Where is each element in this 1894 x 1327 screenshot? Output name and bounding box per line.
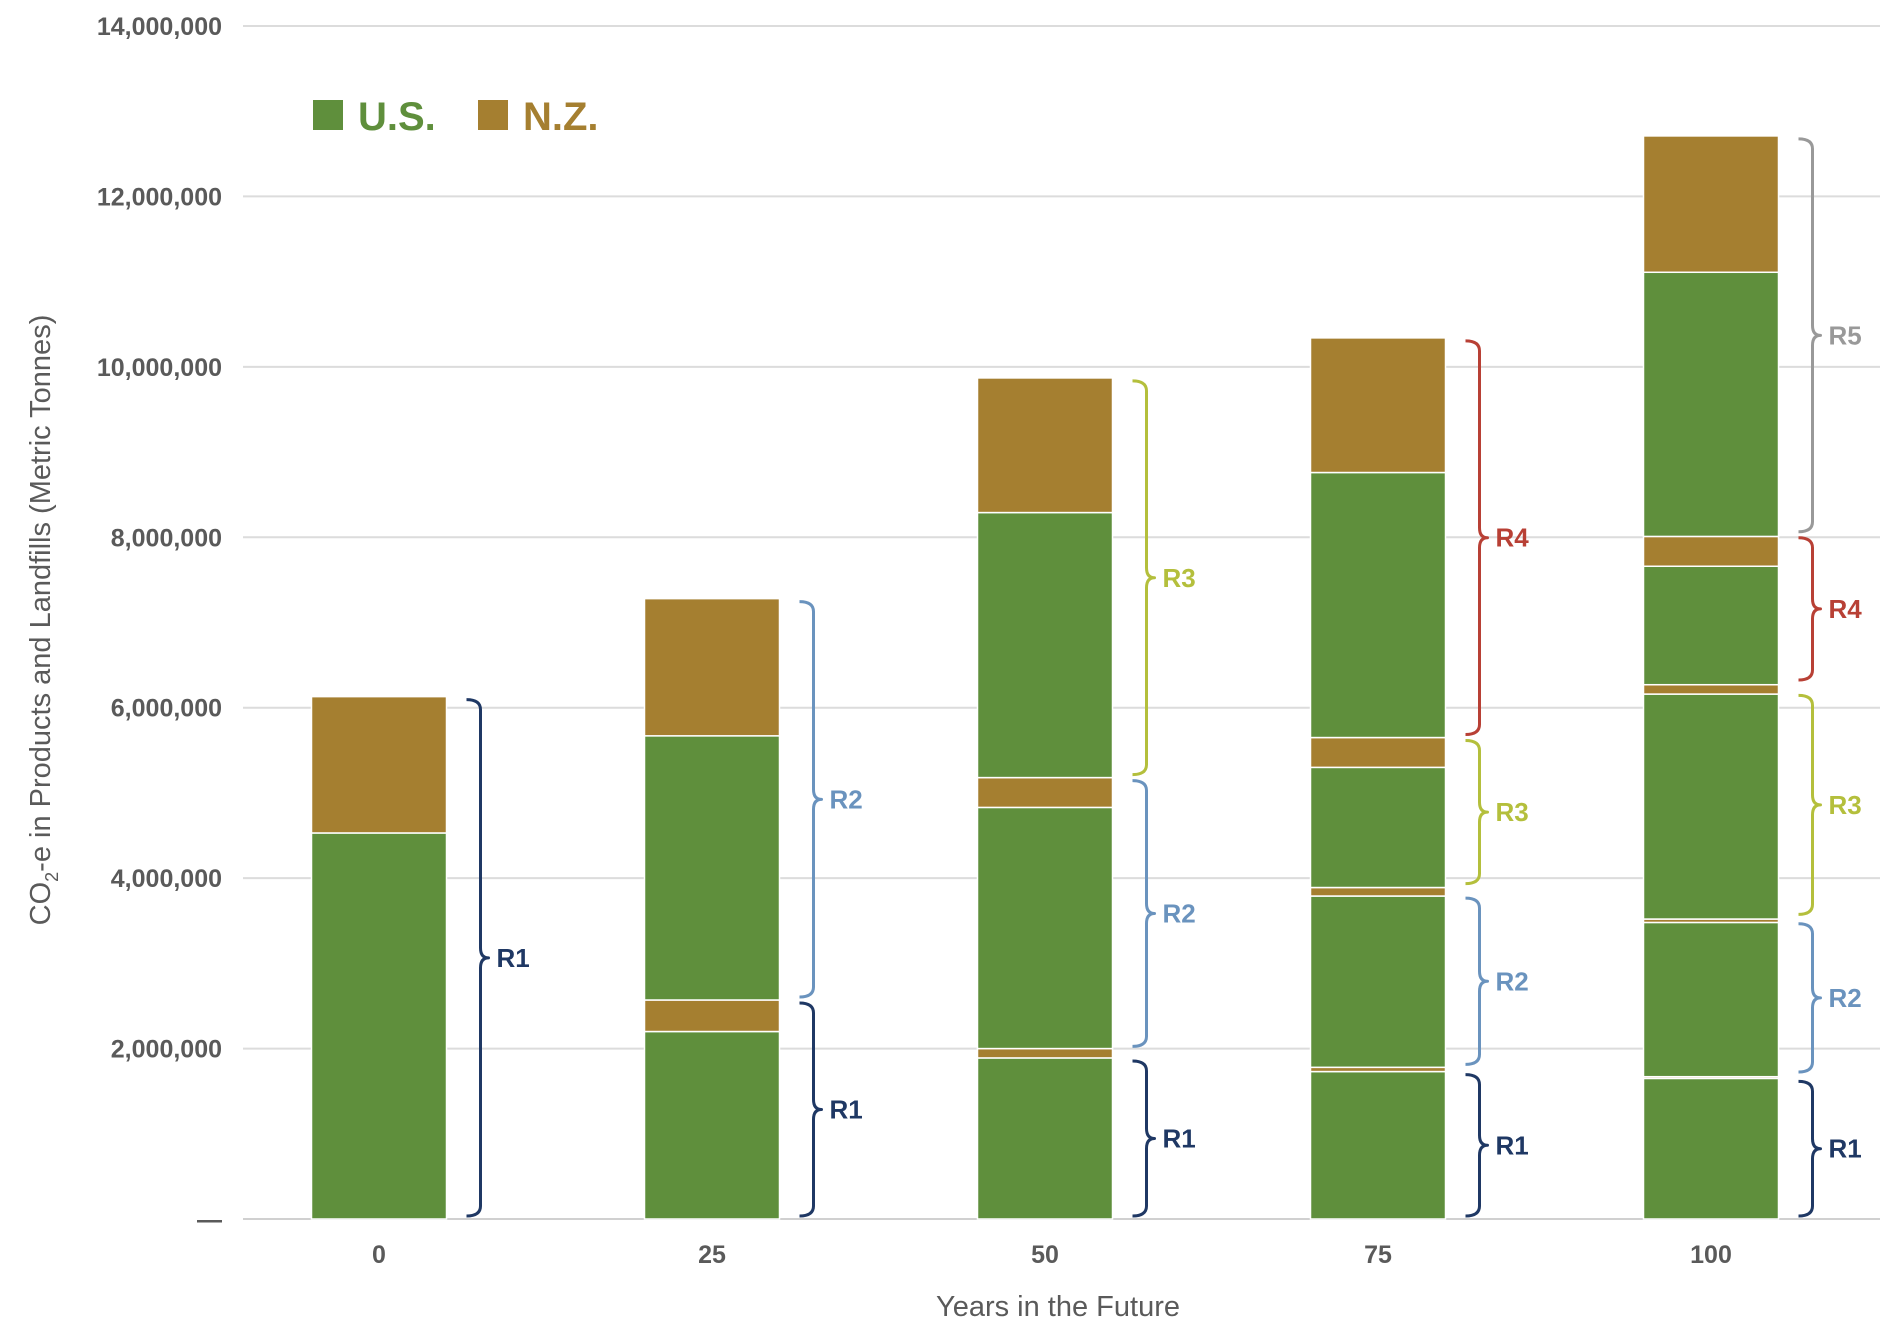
y-axis-title-main: CO <box>25 882 57 926</box>
bar-segment <box>976 1057 1114 1220</box>
range-label: R3 <box>1496 797 1529 827</box>
range-brace <box>1798 922 1822 1074</box>
range-label: R1 <box>1496 1130 1529 1160</box>
range-brace <box>1798 693 1822 916</box>
y-tick-label: 6,000,000 <box>111 695 222 723</box>
range-brace <box>1465 896 1489 1066</box>
bar-segment <box>1642 1077 1780 1220</box>
bar-segment <box>1642 535 1780 568</box>
y-axis-title-rest: -e in Products and Landfills (Metric Ton… <box>25 315 57 872</box>
range-label: R1 <box>1163 1123 1196 1153</box>
range-label: R1 <box>1829 1134 1862 1164</box>
x-tick-label: 25 <box>698 1241 726 1269</box>
range-label: R4 <box>1496 523 1530 553</box>
x-axis-ticks: 0 25 50 75 100 <box>372 1241 1732 1269</box>
y-tick-label: 12,000,000 <box>97 183 222 211</box>
range-braces: R1 R1 R2 R1 R2 R3 R1 R2 R3 R4 R1 R2 R3 R4 R5 <box>466 137 1863 1218</box>
range-brace <box>1132 1059 1156 1218</box>
range-label: R2 <box>1829 983 1862 1013</box>
legend-swatch-nz <box>478 100 508 130</box>
range-label: R5 <box>1829 320 1862 350</box>
bar-segment <box>1642 271 1780 538</box>
range-label: R1 <box>830 1094 863 1124</box>
range-label: R2 <box>1496 966 1529 996</box>
bar-segment <box>1642 565 1780 686</box>
bar-segment <box>1309 895 1447 1069</box>
bar-segment <box>1309 766 1447 889</box>
range-brace <box>799 1001 823 1218</box>
bar-segment <box>976 377 1114 514</box>
y-tick-label: 8,000,000 <box>111 524 222 552</box>
bar-segment <box>1309 337 1447 474</box>
bar-segment <box>310 695 448 834</box>
x-tick-label: 50 <box>1031 1241 1059 1269</box>
y-axis-ticks: — 2,000,000 4,000,000 6,000,000 8,000,000 10,… <box>97 13 222 1234</box>
bar-segment <box>643 597 781 737</box>
range-label: R2 <box>830 784 863 814</box>
legend-label-nz: N.Z. <box>523 95 599 139</box>
y-tick-label: 2,000,000 <box>111 1036 222 1064</box>
range-brace <box>1465 339 1489 737</box>
y-tick-label: — <box>197 1206 222 1234</box>
bar-segment <box>1642 135 1780 274</box>
bar-segment <box>976 1047 1114 1059</box>
bar-segment <box>643 735 781 1001</box>
y-axis-title-subscript: 2 <box>42 872 62 882</box>
bar-segment <box>1309 1070 1447 1220</box>
bar-segment <box>1309 736 1447 769</box>
bar-segment <box>310 832 448 1220</box>
bar-segment <box>643 999 781 1033</box>
y-tick-label: 10,000,000 <box>97 354 222 382</box>
range-brace <box>1798 1079 1822 1218</box>
range-label: R3 <box>1163 563 1196 593</box>
range-brace <box>1465 1073 1489 1218</box>
bar-segment <box>643 1030 781 1220</box>
legend: U.S. N.Z. <box>313 95 599 139</box>
x-tick-label: 100 <box>1690 1241 1732 1269</box>
bar-segment <box>1309 471 1447 739</box>
y-tick-label: 14,000,000 <box>97 13 222 41</box>
bar-segment <box>976 511 1114 779</box>
range-label: R1 <box>497 943 530 973</box>
bar-segment <box>1309 886 1447 897</box>
range-brace <box>1798 137 1822 534</box>
range-brace <box>1132 379 1156 777</box>
range-brace <box>1132 779 1156 1048</box>
bar-segment <box>1642 693 1780 920</box>
y-axis-title: CO2-e in Products and Landfills (Metric … <box>25 315 62 926</box>
range-label: R3 <box>1829 790 1862 820</box>
range-label: R4 <box>1829 594 1863 624</box>
x-tick-label: 0 <box>372 1241 386 1269</box>
y-tick-label: 4,000,000 <box>111 865 222 893</box>
x-tick-label: 75 <box>1364 1241 1392 1269</box>
legend-label-us: U.S. <box>358 95 436 139</box>
range-label: R2 <box>1163 899 1196 929</box>
legend-swatch-us <box>313 100 343 130</box>
bar-segment <box>976 776 1114 809</box>
x-axis-title: Years in the Future <box>936 1291 1180 1323</box>
range-brace <box>466 698 490 1218</box>
bar-segment <box>1642 921 1780 1078</box>
bar-segment <box>1642 683 1780 695</box>
range-brace <box>799 600 823 999</box>
bars <box>310 135 1780 1220</box>
range-brace <box>1465 739 1489 886</box>
bar-segment <box>976 806 1114 1050</box>
range-brace <box>1798 536 1822 682</box>
